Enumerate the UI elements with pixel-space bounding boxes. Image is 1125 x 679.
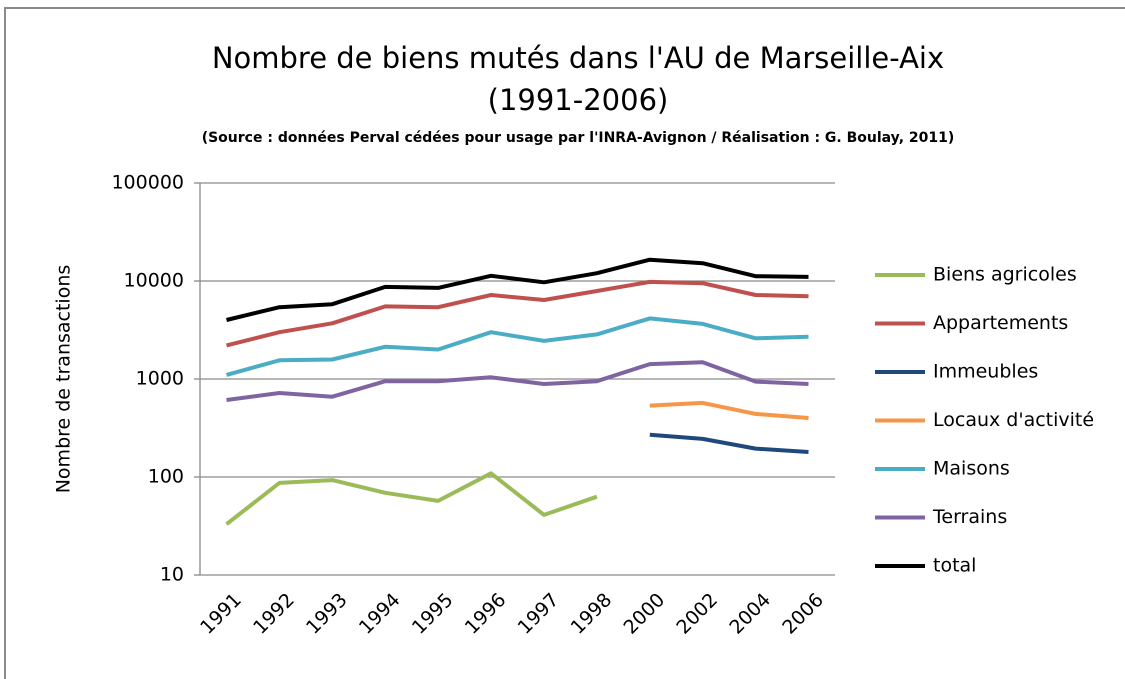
- x-tick-label: 1998: [567, 589, 617, 639]
- x-tick-label: 2006: [778, 589, 828, 639]
- legend-label: Immeubles: [933, 361, 1038, 383]
- chart-frame: [4, 7, 1125, 679]
- x-tick-label: 1994: [355, 589, 405, 639]
- y-tick-label: 100: [148, 466, 184, 488]
- x-tick-label: 1992: [249, 589, 299, 639]
- series-line: [226, 257, 809, 322]
- x-tick-label: 2000: [619, 589, 669, 639]
- series-line: [225, 316, 809, 377]
- legend-label: Terrains: [932, 506, 1007, 528]
- chart-subtitle: (Source : données Perval cédées pour usa…: [202, 130, 955, 146]
- x-tick-label: 2004: [725, 589, 775, 639]
- x-tick-label: 1996: [461, 589, 511, 639]
- x-tick-label: 1991: [196, 589, 246, 639]
- y-axis-label: Nombre de transactions: [53, 265, 75, 494]
- legend-label: Biens agricoles: [933, 264, 1077, 286]
- chart-title: (1991-2006): [488, 83, 669, 117]
- x-tick-label: 1995: [408, 589, 458, 639]
- legend-label: Locaux d'activité: [933, 409, 1094, 431]
- chart-title: Nombre de biens mutés dans l'AU de Marse…: [212, 41, 944, 75]
- series-line: [226, 360, 809, 402]
- series-line: [649, 432, 809, 454]
- y-tick-label: 10: [160, 564, 184, 586]
- legend-label: total: [933, 555, 976, 577]
- y-tick-label: 1000: [136, 368, 184, 390]
- x-tick-label: 1993: [302, 589, 352, 639]
- series-line: [226, 279, 809, 348]
- series-line: [225, 471, 598, 526]
- x-tick-label: 2002: [672, 589, 722, 639]
- series-line: [649, 400, 809, 420]
- legend-label: Maisons: [933, 458, 1010, 480]
- x-tick-label: 1997: [514, 589, 564, 639]
- legend-label: Appartements: [933, 312, 1068, 334]
- y-tick-label: 10000: [124, 270, 184, 292]
- y-tick-label: 100000: [111, 172, 184, 194]
